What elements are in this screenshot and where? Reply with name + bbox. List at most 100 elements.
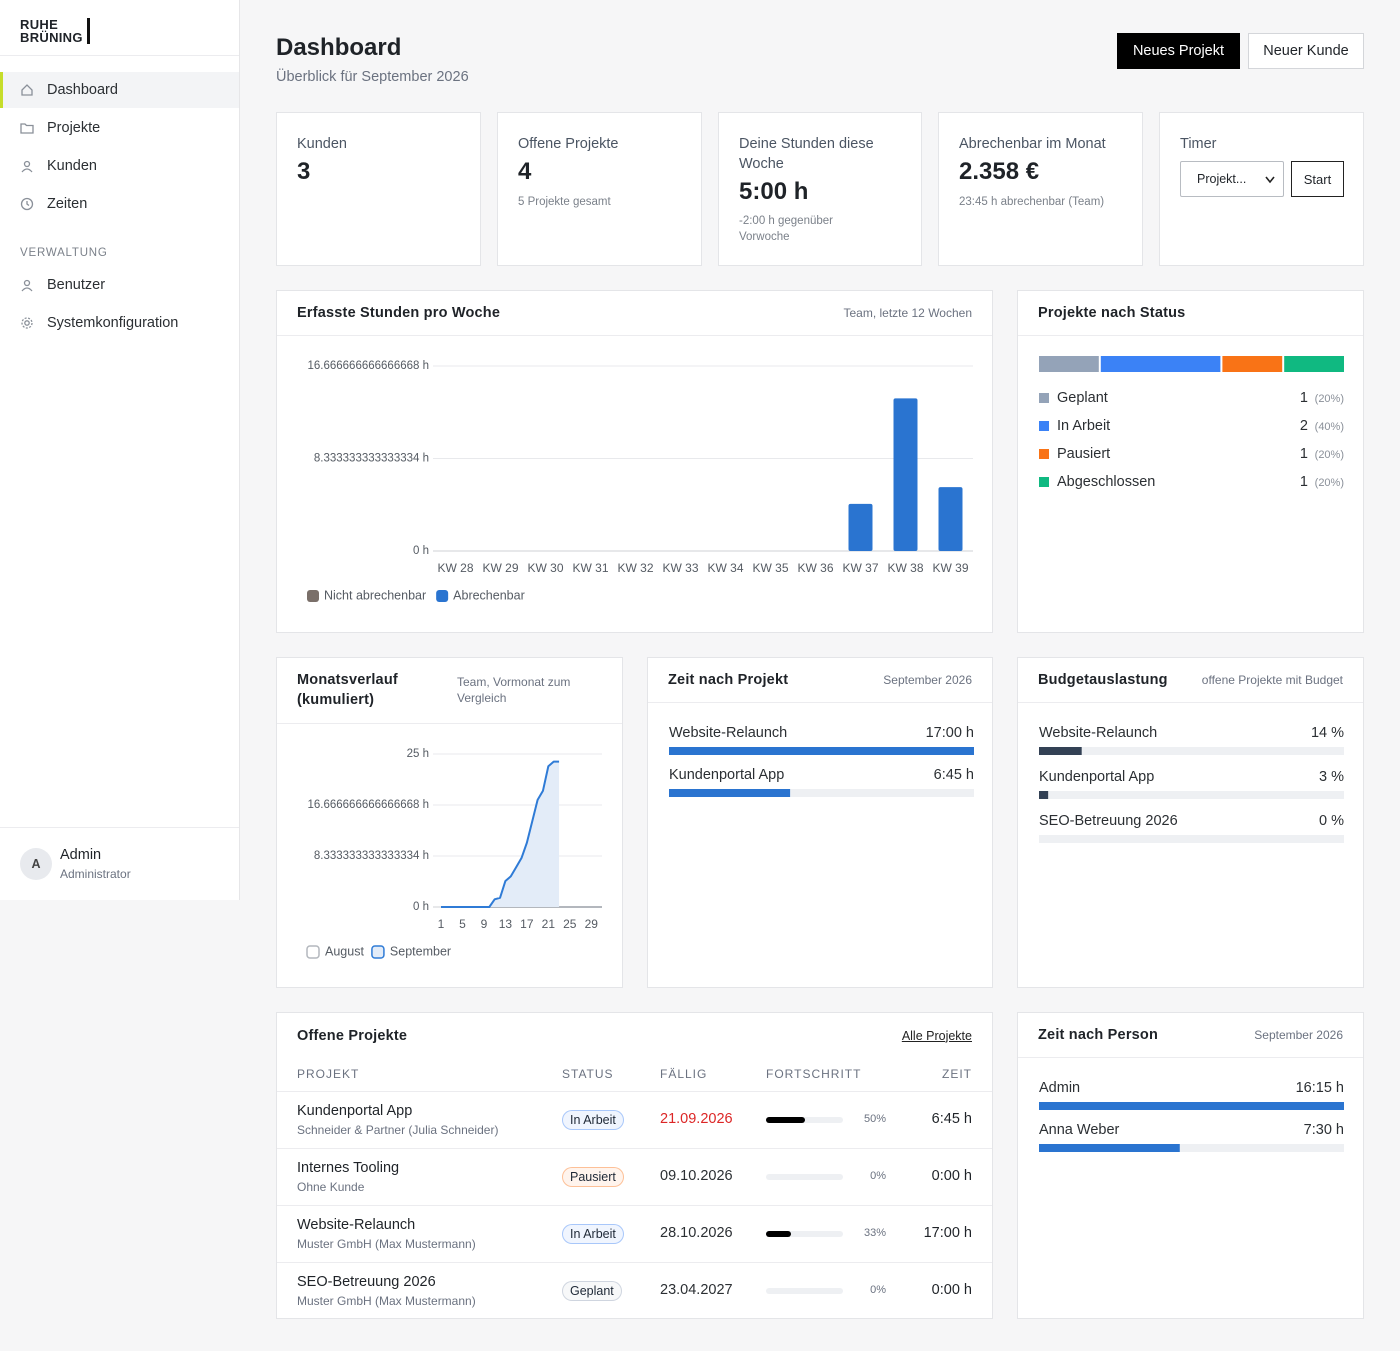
icon	[1265, 176, 1275, 184]
y-tick-label: 0 h	[413, 901, 429, 913]
status-percent: (20%)	[1315, 449, 1344, 461]
x-tick-label: KW 34	[707, 561, 743, 575]
card-title: Zeit nach Projekt	[668, 672, 789, 688]
bar	[938, 487, 963, 551]
bar	[669, 789, 791, 797]
column-header: FÄLLIG	[660, 1067, 708, 1081]
logo-bar	[87, 18, 90, 44]
project-name: SEO-Betreuung 2026	[297, 1274, 436, 1290]
kpi-label: Kunden	[297, 136, 347, 152]
nav-item[interactable]: Benutzer	[0, 267, 239, 303]
x-tick-label: KW 28	[437, 561, 473, 575]
y-tick-label: 8.333333333333334 h	[314, 850, 429, 862]
button[interactable]: Start	[1291, 161, 1344, 197]
kpi-card: Deine Stunden diese Woche 5:00 h -2:00 h…	[718, 112, 922, 266]
project-time: 6:45 h	[931, 1111, 972, 1127]
kpi-label: Offene Projekte	[518, 136, 619, 152]
progress-label: 33%	[863, 1227, 886, 1239]
chart-card: Zeit nach Projekt September 2026 Website-…	[647, 657, 993, 988]
nav-item[interactable]: Dashboard	[0, 72, 239, 108]
bar	[669, 747, 974, 755]
chart: Geplant 1 (20%) In Arbeit 2 (40%) Pausiert 1 (20…	[1039, 356, 1344, 490]
kpi-value: 4	[518, 158, 532, 185]
bar-label: Kundenportal App	[1039, 769, 1154, 785]
value-label: 0 %	[1319, 813, 1344, 829]
divider	[0, 827, 239, 828]
column-header: PROJEKT	[297, 1067, 360, 1081]
card-header: Projekte nach Status	[1018, 291, 1363, 336]
divider	[0, 55, 239, 56]
legend-label: August	[325, 944, 364, 958]
button[interactable]: Neues Projekt	[1117, 33, 1240, 69]
status-percent: (40%)	[1315, 421, 1344, 433]
kpi-value: 2.358 €	[959, 158, 1040, 185]
bar	[848, 503, 873, 551]
project-select[interactable]: Projekt...	[1180, 161, 1284, 197]
link[interactable]: Alle Projekte	[901, 1028, 972, 1043]
bar-track	[1039, 791, 1344, 799]
status-badge: In Arbeit	[562, 1224, 624, 1244]
icon	[21, 279, 33, 292]
legend-swatch	[1039, 449, 1049, 459]
kpi-label: Abrechenbar im Monat	[959, 136, 1106, 152]
status-segment	[1222, 356, 1283, 372]
avatar: A	[20, 848, 52, 880]
chart-card: Monatsverlauf (kumuliert) Team, Vormonat …	[276, 657, 623, 988]
bar-label: Website-Relaunch	[669, 725, 787, 741]
project-name: Kundenportal App	[297, 1103, 413, 1119]
progress-bar	[766, 1231, 792, 1237]
status-badge: Geplant	[562, 1281, 622, 1301]
chart: 0 h 8.333333333333334 h 16.666666666666668…	[306, 748, 602, 959]
legend-swatch	[1039, 393, 1049, 403]
chart: Website-Relaunch 14 % Kundenportal App 3 % S…	[1039, 725, 1344, 843]
legend-swatch	[1039, 477, 1049, 487]
kpi-label: Deine Stunden diese Woche	[739, 136, 874, 172]
project-client: Muster GmbH (Max Mustermann)	[297, 1237, 476, 1251]
progress-bar	[766, 1117, 805, 1123]
card-subtitle: offene Projekte mit Budget	[1201, 673, 1343, 687]
due-date: 28.10.2026	[660, 1225, 733, 1241]
card-header: Zeit nach Person September 2026	[1018, 1013, 1363, 1058]
progress-label: 0%	[870, 1284, 886, 1296]
table-card: Offene Projekte Alle Projekte PROJEKT STAT…	[276, 1012, 993, 1319]
value-label: 17:00 h	[926, 725, 974, 741]
sidebar: RUHE BRÜNING Dashboard Projekte Kunden Z…	[0, 0, 240, 900]
nav-item[interactable]: Projekte	[0, 110, 239, 146]
value-label: 3 %	[1319, 769, 1344, 785]
value-label: 6:45 h	[934, 767, 974, 783]
button[interactable]: Neuer Kunde	[1248, 33, 1364, 69]
status-percent: (20%)	[1315, 393, 1344, 405]
progress-track	[766, 1174, 843, 1180]
nav-item[interactable]: Systemkonfiguration	[0, 305, 239, 341]
bar-track	[669, 789, 974, 797]
table-row: Kundenportal App Schneider & Partner (Jul…	[277, 1091, 992, 1148]
kpi-card: Kunden 3	[276, 112, 481, 266]
card-subtitle: September 2026	[1254, 1028, 1343, 1042]
nav-item[interactable]: Zeiten	[0, 186, 239, 222]
bar	[1039, 1102, 1344, 1110]
bar-label: Admin	[1039, 1080, 1080, 1096]
nav-label: Dashboard	[47, 82, 118, 98]
bar-track	[1039, 1144, 1344, 1152]
x-tick-label: 13	[499, 917, 513, 931]
card-header: Monatsverlauf (kumuliert) Team, Vormonat …	[277, 658, 622, 724]
nav-label: Zeiten	[47, 196, 88, 212]
column-header: FORTSCHRITT	[766, 1067, 862, 1081]
project-client: Ohne Kunde	[297, 1180, 365, 1194]
status-label: Geplant	[1057, 390, 1108, 406]
kpi-note: 23:45 h abrechenbar (Team)	[959, 196, 1105, 208]
bar-track	[1039, 747, 1344, 755]
nav-item[interactable]: Kunden	[0, 148, 239, 184]
card-subtitle: Team, Vormonat zum Vergleich	[457, 675, 571, 705]
icon	[21, 317, 33, 329]
y-tick-label: 25 h	[407, 748, 429, 760]
status-segment	[1039, 356, 1099, 372]
status-label: In Arbeit	[1057, 418, 1110, 434]
card-title: Erfasste Stunden pro Woche	[297, 305, 501, 321]
table-row: Internes Tooling Ohne Kunde Pausiert 09.10.…	[277, 1148, 992, 1205]
bar	[1039, 791, 1049, 799]
icon	[20, 123, 34, 134]
page-subtitle: Überblick für September 2026	[276, 69, 469, 85]
project-client: Muster GmbH (Max Mustermann)	[297, 1294, 476, 1308]
